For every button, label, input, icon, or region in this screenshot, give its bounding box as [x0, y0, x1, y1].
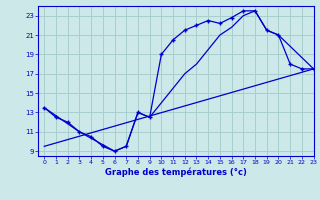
- X-axis label: Graphe des températures (°c): Graphe des températures (°c): [105, 168, 247, 177]
